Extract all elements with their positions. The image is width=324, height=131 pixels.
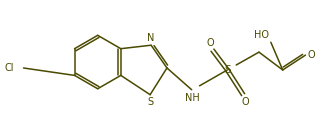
Text: O: O: [307, 50, 315, 60]
Text: N: N: [147, 33, 155, 43]
Text: Cl: Cl: [4, 63, 14, 73]
Text: HO: HO: [254, 30, 269, 40]
Text: O: O: [207, 38, 214, 48]
Text: S: S: [224, 65, 231, 75]
Text: S: S: [147, 97, 153, 107]
Text: NH: NH: [185, 93, 200, 103]
Text: O: O: [241, 97, 249, 107]
